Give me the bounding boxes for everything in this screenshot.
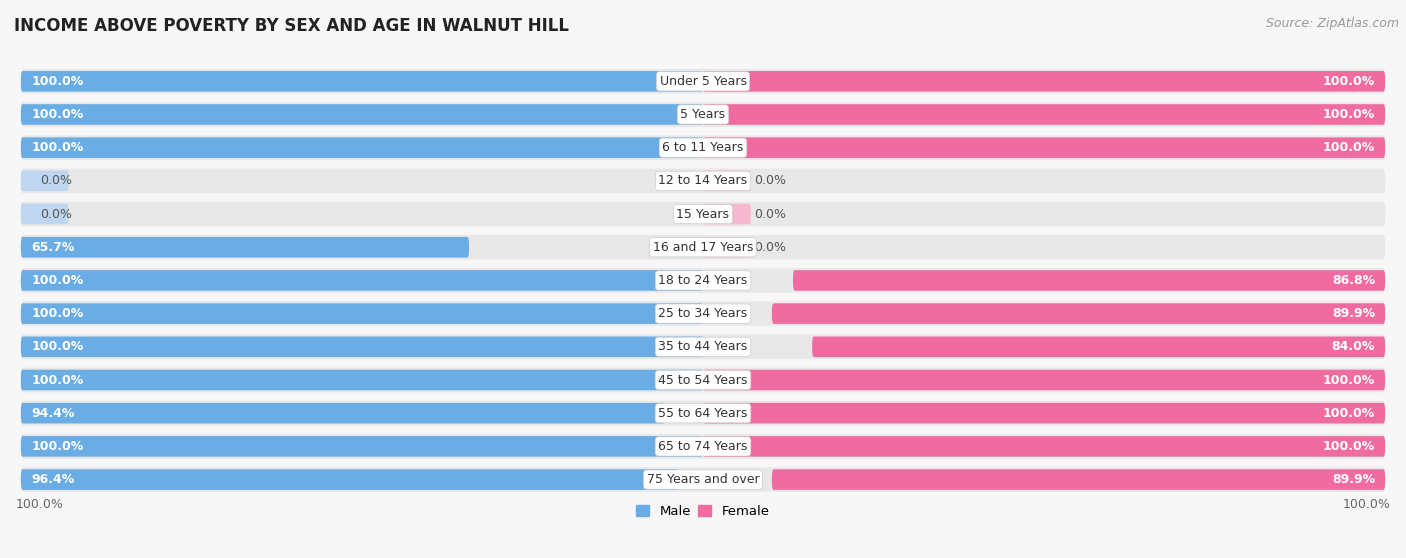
FancyBboxPatch shape (21, 71, 703, 92)
FancyBboxPatch shape (21, 237, 470, 258)
Text: Under 5 Years: Under 5 Years (659, 75, 747, 88)
FancyBboxPatch shape (703, 436, 1385, 456)
FancyBboxPatch shape (21, 171, 69, 191)
Text: 100.0%: 100.0% (1323, 75, 1375, 88)
Text: 100.0%: 100.0% (31, 274, 83, 287)
Text: Source: ZipAtlas.com: Source: ZipAtlas.com (1265, 17, 1399, 30)
FancyBboxPatch shape (21, 301, 1385, 326)
FancyBboxPatch shape (21, 336, 703, 357)
Text: 75 Years and over: 75 Years and over (647, 473, 759, 486)
Text: 55 to 64 Years: 55 to 64 Years (658, 407, 748, 420)
Text: 100.0%: 100.0% (31, 108, 83, 121)
Text: 0.0%: 0.0% (754, 174, 786, 187)
Text: INCOME ABOVE POVERTY BY SEX AND AGE IN WALNUT HILL: INCOME ABOVE POVERTY BY SEX AND AGE IN W… (14, 17, 569, 35)
Text: 100.0%: 100.0% (31, 307, 83, 320)
FancyBboxPatch shape (21, 467, 1385, 492)
Text: 100.0%: 100.0% (31, 75, 83, 88)
Text: 45 to 54 Years: 45 to 54 Years (658, 373, 748, 387)
Text: 100.0%: 100.0% (1323, 440, 1375, 453)
Text: 84.0%: 84.0% (1331, 340, 1375, 353)
FancyBboxPatch shape (703, 71, 1385, 92)
Text: 94.4%: 94.4% (31, 407, 75, 420)
Text: 100.0%: 100.0% (31, 373, 83, 387)
FancyBboxPatch shape (21, 403, 665, 424)
FancyBboxPatch shape (21, 436, 703, 456)
Text: 89.9%: 89.9% (1331, 307, 1375, 320)
FancyBboxPatch shape (21, 304, 703, 324)
Text: 12 to 14 Years: 12 to 14 Years (658, 174, 748, 187)
Text: 100.0%: 100.0% (31, 440, 83, 453)
FancyBboxPatch shape (772, 304, 1385, 324)
FancyBboxPatch shape (703, 204, 751, 224)
FancyBboxPatch shape (21, 104, 703, 125)
FancyBboxPatch shape (21, 69, 1385, 94)
Text: 0.0%: 0.0% (39, 208, 72, 220)
FancyBboxPatch shape (703, 403, 1385, 424)
Text: 25 to 34 Years: 25 to 34 Years (658, 307, 748, 320)
FancyBboxPatch shape (703, 370, 1385, 390)
Text: 65 to 74 Years: 65 to 74 Years (658, 440, 748, 453)
Text: 100.0%: 100.0% (1323, 141, 1375, 154)
FancyBboxPatch shape (21, 368, 1385, 392)
Text: 18 to 24 Years: 18 to 24 Years (658, 274, 748, 287)
FancyBboxPatch shape (813, 336, 1385, 357)
Text: 65.7%: 65.7% (31, 240, 75, 254)
FancyBboxPatch shape (21, 370, 703, 390)
Text: 96.4%: 96.4% (31, 473, 75, 486)
Text: 100.0%: 100.0% (31, 340, 83, 353)
FancyBboxPatch shape (21, 202, 1385, 227)
FancyBboxPatch shape (772, 469, 1385, 490)
FancyBboxPatch shape (703, 104, 1385, 125)
Text: 100.0%: 100.0% (1323, 108, 1375, 121)
Text: 16 and 17 Years: 16 and 17 Years (652, 240, 754, 254)
Text: 86.8%: 86.8% (1331, 274, 1375, 287)
FancyBboxPatch shape (21, 335, 1385, 359)
Text: 6 to 11 Years: 6 to 11 Years (662, 141, 744, 154)
Text: 15 Years: 15 Years (676, 208, 730, 220)
FancyBboxPatch shape (21, 235, 1385, 259)
Text: 0.0%: 0.0% (754, 208, 786, 220)
FancyBboxPatch shape (21, 401, 1385, 425)
Text: 5 Years: 5 Years (681, 108, 725, 121)
Text: 35 to 44 Years: 35 to 44 Years (658, 340, 748, 353)
FancyBboxPatch shape (21, 136, 1385, 160)
Text: 100.0%: 100.0% (1323, 407, 1375, 420)
FancyBboxPatch shape (21, 268, 1385, 293)
Text: 100.0%: 100.0% (1323, 373, 1375, 387)
Text: 0.0%: 0.0% (754, 240, 786, 254)
FancyBboxPatch shape (703, 137, 1385, 158)
Text: 100.0%: 100.0% (1343, 498, 1391, 511)
Legend: Male, Female: Male, Female (631, 500, 775, 523)
FancyBboxPatch shape (21, 270, 703, 291)
Text: 100.0%: 100.0% (15, 498, 63, 511)
FancyBboxPatch shape (21, 169, 1385, 193)
Text: 89.9%: 89.9% (1331, 473, 1375, 486)
FancyBboxPatch shape (21, 204, 69, 224)
Text: 100.0%: 100.0% (31, 141, 83, 154)
Text: 0.0%: 0.0% (39, 174, 72, 187)
FancyBboxPatch shape (703, 237, 751, 258)
FancyBboxPatch shape (21, 434, 1385, 459)
FancyBboxPatch shape (21, 469, 679, 490)
FancyBboxPatch shape (793, 270, 1385, 291)
FancyBboxPatch shape (21, 137, 703, 158)
FancyBboxPatch shape (703, 171, 751, 191)
FancyBboxPatch shape (21, 102, 1385, 127)
